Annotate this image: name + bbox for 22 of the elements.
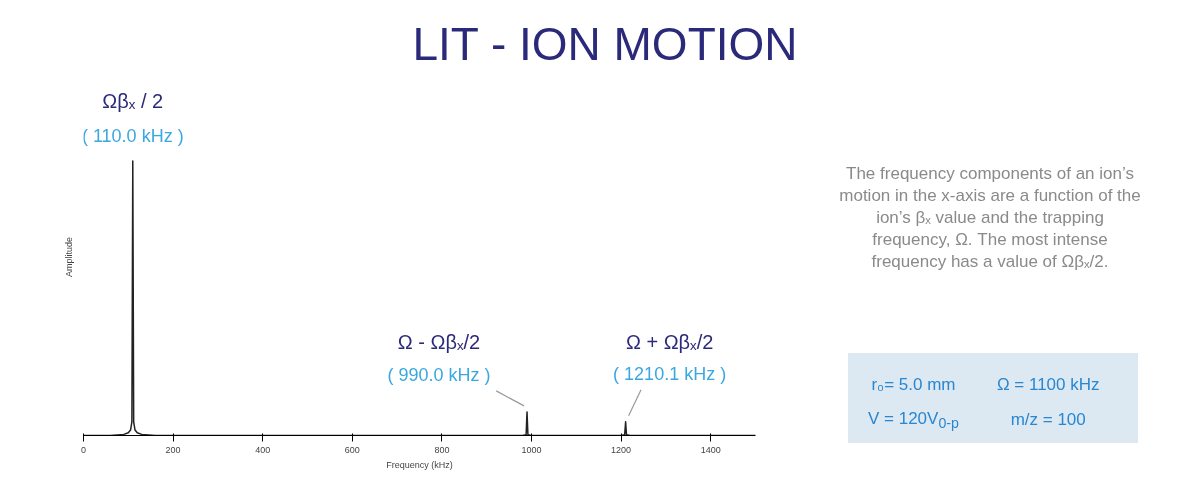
x-tick-label: 400 <box>255 444 271 455</box>
text: V = 120V$_{0-p}$ <box>867 408 960 434</box>
text: m/z = 100 <box>1009 409 1087 432</box>
annotation: Ω + Ωβₓ/2 <box>625 330 714 353</box>
chart-title: LIT - ION MOTION <box>412 17 798 72</box>
x-tick-label: 1000 <box>521 444 542 455</box>
text: The frequency components of an ion’s motion in the x-axis are a function of the ion’s βₓ value and the trapping frequency, Ω. The most intense frequency has a value of Ωβₓ/2. <box>838 163 1142 274</box>
text: r₀= 5.0 mm <box>870 374 957 396</box>
y-axis-title: Amplitude <box>63 236 74 278</box>
x-axis-title: Frequency (kHz) <box>386 459 453 470</box>
annotation: Ω - Ωβₓ/2 <box>397 330 481 353</box>
annotation: ( 990.0 kHz ) <box>387 364 491 385</box>
annotation: ( 1210.1 kHz ) <box>613 363 727 384</box>
x-tick-label: 800 <box>434 444 450 455</box>
x-tick-label: 0 <box>81 444 87 455</box>
x-tick-label: 200 <box>165 444 181 455</box>
annotation: ( 110.0 kHz ) <box>81 125 184 146</box>
x-tick-label: 1400 <box>700 444 721 455</box>
text: Ω = 1100 kHz <box>995 374 1101 396</box>
x-tick-label: 1200 <box>611 444 632 455</box>
text: Ωβₓ / 2 <box>102 89 164 112</box>
x-tick-label: 600 <box>344 444 360 455</box>
